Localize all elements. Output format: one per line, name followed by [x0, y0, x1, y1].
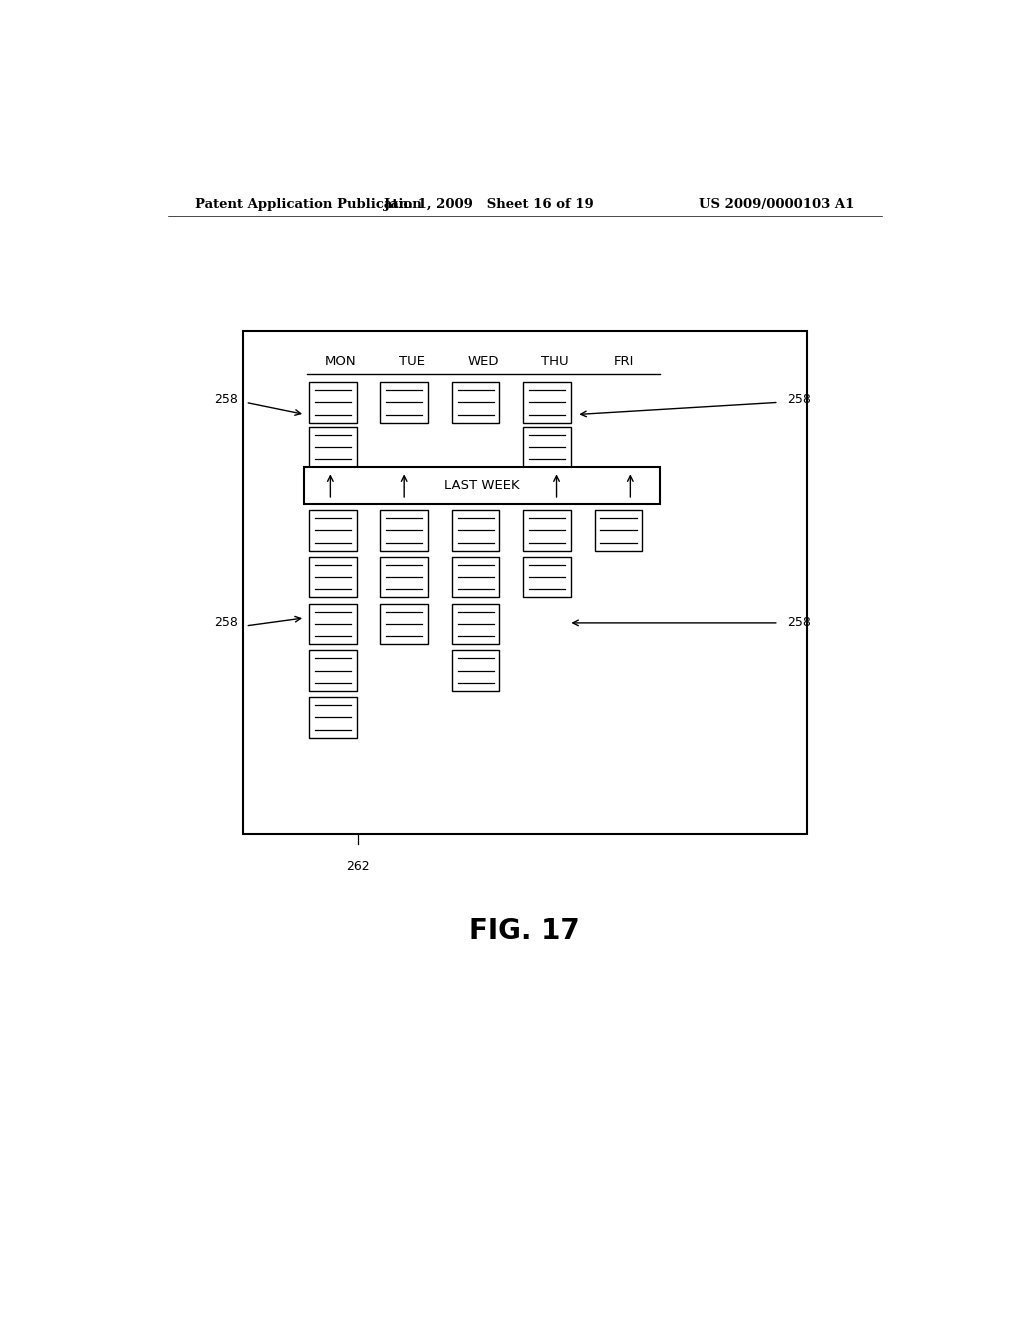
- Bar: [523, 426, 570, 467]
- Text: 262: 262: [346, 859, 370, 873]
- Bar: [380, 510, 428, 550]
- Bar: [309, 557, 356, 598]
- Text: WED: WED: [468, 355, 500, 368]
- Bar: [452, 510, 500, 550]
- Bar: [523, 557, 570, 598]
- Bar: [309, 603, 356, 644]
- Text: LAST WEEK: LAST WEEK: [444, 479, 520, 492]
- Bar: [452, 557, 500, 598]
- Text: FIG. 17: FIG. 17: [469, 917, 581, 945]
- Bar: [452, 603, 500, 644]
- Text: 258: 258: [214, 616, 238, 630]
- Bar: [309, 651, 356, 690]
- Text: Jan. 1, 2009   Sheet 16 of 19: Jan. 1, 2009 Sheet 16 of 19: [384, 198, 594, 211]
- Bar: [243, 331, 807, 834]
- Bar: [523, 381, 570, 422]
- Bar: [309, 697, 356, 738]
- Text: FRI: FRI: [613, 355, 634, 368]
- Bar: [380, 603, 428, 644]
- Text: 258: 258: [786, 393, 811, 405]
- Bar: [309, 381, 356, 422]
- Bar: [452, 651, 500, 690]
- Bar: [304, 467, 659, 504]
- Text: TUE: TUE: [399, 355, 425, 368]
- Bar: [309, 426, 356, 467]
- Text: 258: 258: [786, 616, 811, 630]
- Bar: [380, 557, 428, 598]
- Text: MON: MON: [325, 355, 356, 368]
- Text: 258: 258: [214, 393, 238, 405]
- Bar: [523, 510, 570, 550]
- Bar: [309, 510, 356, 550]
- Bar: [595, 510, 642, 550]
- Bar: [380, 381, 428, 422]
- Text: US 2009/0000103 A1: US 2009/0000103 A1: [698, 198, 854, 211]
- Text: THU: THU: [541, 355, 568, 368]
- Bar: [452, 381, 500, 422]
- Text: Patent Application Publication: Patent Application Publication: [196, 198, 422, 211]
